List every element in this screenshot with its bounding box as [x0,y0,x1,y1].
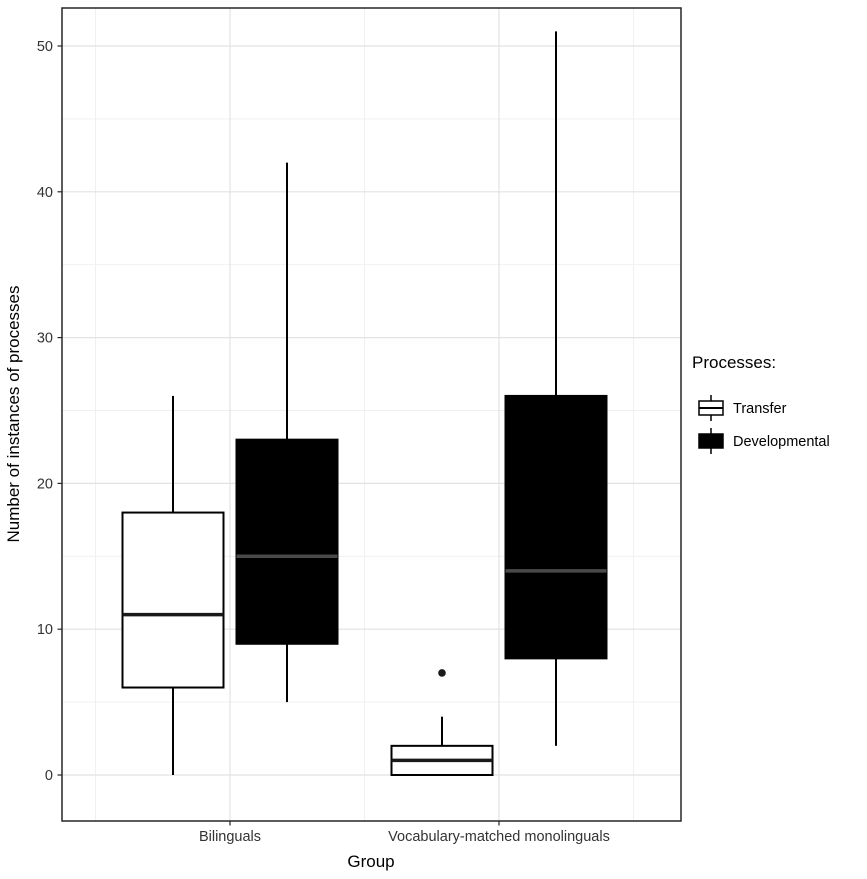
boxplot-box [504,394,608,660]
legend-key-transfer: Transfer [698,395,787,421]
panel-border [61,7,682,822]
legend-title: Processes: [692,353,776,372]
legend-label-developmental: Developmental [733,434,830,450]
legend-glyph-box-developmental [698,433,724,449]
x-axis-title: Group [347,852,394,871]
y-tick-label: 30 [37,331,53,347]
legend-key-developmental: Developmental [698,428,830,454]
boxplot-box [121,511,225,689]
y-tick-label: 0 [45,768,53,784]
legend: Processes: Transfer Developmental [692,353,830,454]
outlier-point [438,669,446,677]
boxplot-box [235,438,339,645]
y-tick-label: 20 [37,476,53,492]
x-tick-label: Bilinguals [199,829,261,845]
y-axis-title: Number of instances of processes [4,285,23,542]
y-tick-label: 10 [37,622,53,638]
x-tick-label: Vocabulary-matched monolinguals [388,829,610,845]
axis-layer: 0 10 20 30 40 50 Bilinguals Vocabulary-matched … [37,7,682,845]
box-layer [121,31,608,777]
legend-label-transfer: Transfer [733,401,787,417]
y-tick-label: 40 [37,185,53,201]
y-tick-label: 50 [37,39,53,55]
